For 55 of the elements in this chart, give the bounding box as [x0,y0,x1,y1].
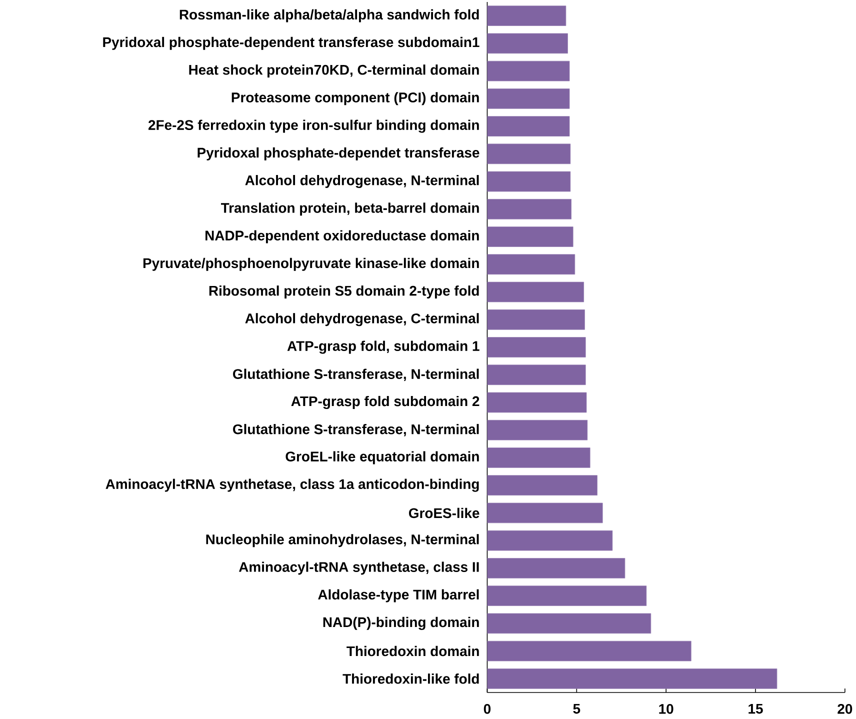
bar [487,226,574,247]
y-tick-label: Thioredoxin domain [346,646,479,656]
y-tick-label: Aminoacyl-tRNA synthetase, class II [238,562,479,575]
x-tick-label: 20 [838,704,852,714]
y-tick-label: Glutathione S-transferase, N-terminal [233,424,479,436]
y-tick-label: NADP-dependent oxidoreductase domain [206,230,479,244]
y-tick-label: 2Fe-2S ferredoxin type iron-sulfur binding domain [148,120,479,133]
bar [487,5,566,26]
bar [487,585,647,606]
bar [487,530,613,551]
bar [487,613,652,634]
bar [487,171,571,192]
y-tick-label: Alcohol dehydrogenase, N-terminal [245,174,479,188]
bar [487,282,584,302]
y-tick-label: Pyridoxal phosphate-dependent transferase subdomain1 [103,36,480,50]
y-tick-label: Heat shock protein70KD, C-terminal domain [189,64,479,78]
y-tick-label: Alcohol dehydrogenase, C-terminal [245,312,479,326]
x-tick-label: 5 [573,704,580,714]
y-tick-label: ATP-grasp fold, subdomain 1 [287,340,480,354]
bar [487,116,570,136]
y-tick-label: GroES-like [408,508,480,518]
bar [487,33,568,54]
bar [487,198,572,220]
bar [487,364,586,385]
bar [487,336,586,358]
y-tick-label: Ribosomal protein S5 domain 2-type fold [209,285,479,298]
y-tick-label: NAD(P)-binding domain [323,616,479,630]
bar [487,309,585,330]
bar [487,474,598,496]
y-tick-label: ATP-grasp fold subdomain 2 [291,396,480,409]
y-tick-label: Pyruvate/phosphoenolpyruvate kinase-like domain [143,258,479,271]
bar [487,392,587,412]
bar [487,88,570,109]
y-tick-label: Thioredoxin-like fold [342,673,479,684]
bar [487,558,626,578]
x-tick-label: 10 [659,704,674,714]
x-tick-label: 15 [748,704,763,714]
bar [487,60,570,82]
bar [487,447,590,468]
bar [487,420,588,440]
x-tick-label: 0 [484,704,491,714]
bar [487,502,603,523]
y-tick-label: Glutathione S-transferase, N-terminal [233,368,479,381]
y-tick-label: Nucleophile aminohydrolases, N-terminal [206,534,479,547]
bar [487,254,576,274]
y-tick-label: GroEL-like equatorial domain [286,451,479,464]
y-tick-label: Pyridoxal phosphate-dependet transferase [198,147,480,160]
y-tick-label: Proteasome component (PCI) domain [232,92,479,105]
y-tick-label: Aminoacyl-tRNA synthetase, class 1a anticodon-binding [106,478,479,492]
bar [487,144,571,164]
y-tick-label: Translation protein, beta-barrel domain [220,202,479,216]
bar [487,668,778,689]
y-tick-label: Rossman-like alpha/beta/alpha sandwich fold [180,9,479,22]
y-tick-label: Aldolase-type TIM barrel [318,589,479,602]
bar [487,640,692,662]
